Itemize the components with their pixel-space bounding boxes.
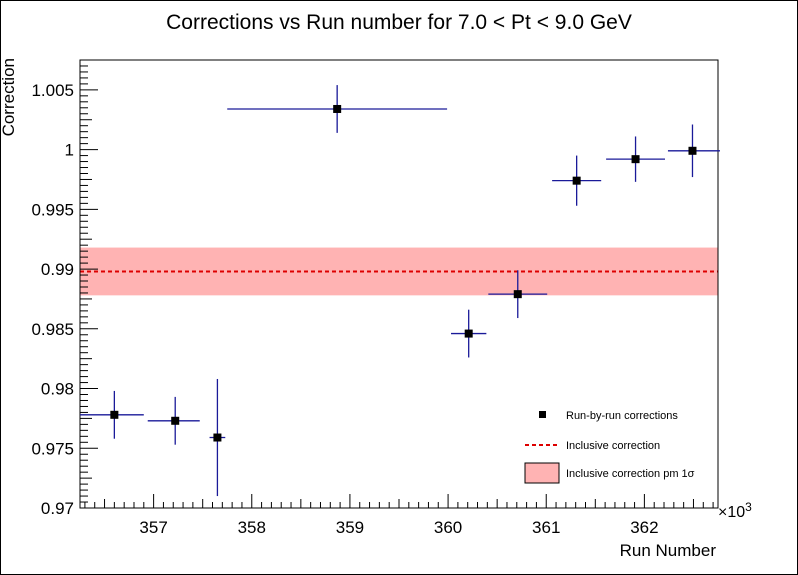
data-point — [333, 104, 342, 113]
y-tick-label: 0.98 — [41, 380, 74, 399]
x-tick-label: 360 — [434, 518, 462, 537]
y-axis-label: Correction — [0, 58, 18, 136]
legend-label: Inclusive correction — [566, 440, 660, 452]
x-tick-label: 359 — [336, 518, 364, 537]
y-tick-label: 0.975 — [31, 439, 74, 458]
x-tick-label: 361 — [532, 518, 560, 537]
data-point — [464, 329, 473, 338]
x-tick-label: 357 — [139, 518, 167, 537]
data-point — [572, 176, 581, 185]
x-axis-multiplier: ×103 — [718, 500, 752, 521]
legend: Run-by-run corrections Inclusive correcti… — [524, 410, 695, 484]
chart-title: Corrections vs Run number for 7.0 < Pt <… — [166, 11, 632, 34]
x-axis-multiplier-base: ×10 — [718, 504, 745, 521]
x-axis-label: Run Number — [620, 541, 717, 560]
y-tick-label: 1.005 — [31, 81, 74, 100]
data-point — [513, 290, 522, 299]
data-point — [213, 433, 222, 442]
y-tick-label: 1 — [65, 141, 74, 160]
legend-marker-points — [539, 411, 546, 418]
legend-label: Inclusive correction pm 1σ — [566, 468, 695, 480]
y-tick-label: 0.99 — [41, 260, 74, 279]
data-point — [688, 146, 697, 155]
data-point — [631, 155, 640, 164]
y-tick-label: 0.995 — [31, 200, 74, 219]
x-axis-multiplier-exponent: 3 — [745, 500, 752, 514]
x-tick-label: 362 — [630, 518, 658, 537]
y-tick-label: 0.97 — [41, 499, 74, 518]
legend-label: Run-by-run corrections — [566, 410, 678, 422]
data-point — [110, 410, 119, 419]
legend-marker-band — [524, 462, 560, 484]
y-tick-label: 0.985 — [31, 320, 74, 339]
plot-area: 357 358 359 360 361 362 0.97 0.975 0.98 0.985 0.99… — [31, 59, 720, 537]
data-point — [171, 416, 180, 425]
x-tick-label: 358 — [238, 518, 266, 537]
